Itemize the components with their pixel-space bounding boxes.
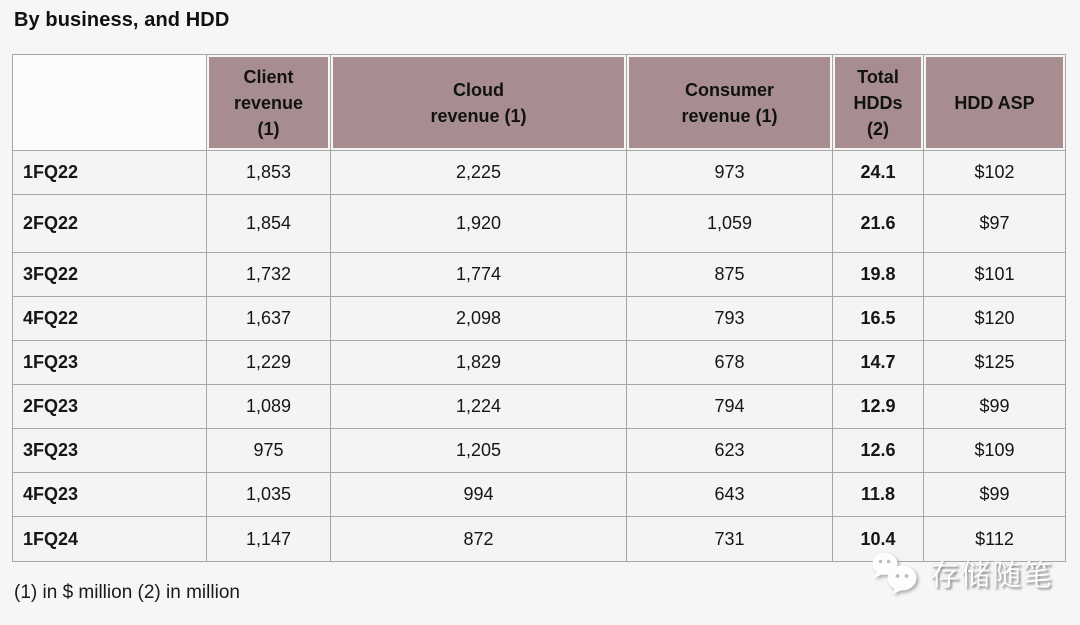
- cell-consumer-revenue: 794: [627, 385, 833, 429]
- table-row: 1FQ22 1,853 2,225 973 24.1 $102: [13, 151, 1065, 195]
- cell-cloud-revenue: 1,920: [331, 195, 627, 253]
- cell-hdd-asp: $102: [924, 151, 1065, 195]
- cell-quarter: 2FQ22: [13, 195, 207, 253]
- cell-cloud-revenue: 2,098: [331, 297, 627, 341]
- cell-cloud-revenue: 872: [331, 517, 627, 561]
- cell-cloud-revenue: 994: [331, 473, 627, 517]
- cell-total-hdds: 21.6: [833, 195, 924, 253]
- table-row: 1FQ23 1,229 1,829 678 14.7 $125: [13, 341, 1065, 385]
- table-row: 1FQ24 1,147 872 731 10.4 $112: [13, 517, 1065, 561]
- cell-quarter: 3FQ23: [13, 429, 207, 473]
- cell-hdd-asp: $120: [924, 297, 1065, 341]
- cell-hdd-asp: $97: [924, 195, 1065, 253]
- cell-total-hdds: 12.6: [833, 429, 924, 473]
- cell-consumer-revenue: 875: [627, 253, 833, 297]
- footnote: (1) in $ million (2) in million: [14, 582, 240, 603]
- cell-quarter: 1FQ24: [13, 517, 207, 561]
- col-header-client-revenue: Client revenue (1): [207, 55, 331, 151]
- cell-cloud-revenue: 2,225: [331, 151, 627, 195]
- cell-total-hdds: 11.8: [833, 473, 924, 517]
- table-row: 2FQ22 1,854 1,920 1,059 21.6 $97: [13, 195, 1065, 253]
- cell-client-revenue: 1,854: [207, 195, 331, 253]
- cell-total-hdds: 12.9: [833, 385, 924, 429]
- cell-quarter: 2FQ23: [13, 385, 207, 429]
- cell-client-revenue: 1,147: [207, 517, 331, 561]
- table-row: 3FQ23 975 1,205 623 12.6 $109: [13, 429, 1065, 473]
- cell-quarter: 3FQ22: [13, 253, 207, 297]
- business-hdd-table: Client revenue (1) Cloud revenue (1) Con…: [12, 54, 1066, 562]
- cell-consumer-revenue: 973: [627, 151, 833, 195]
- col-header-consumer-revenue: Consumer revenue (1): [627, 55, 833, 151]
- cell-cloud-revenue: 1,829: [331, 341, 627, 385]
- cell-quarter: 1FQ23: [13, 341, 207, 385]
- col-header-hdd-asp: HDD ASP: [924, 55, 1065, 151]
- cell-consumer-revenue: 643: [627, 473, 833, 517]
- cell-cloud-revenue: 1,205: [331, 429, 627, 473]
- cell-client-revenue: 1,229: [207, 341, 331, 385]
- cell-quarter: 1FQ22: [13, 151, 207, 195]
- cell-quarter: 4FQ23: [13, 473, 207, 517]
- cell-consumer-revenue: 731: [627, 517, 833, 561]
- corner-header-cell: [13, 55, 207, 151]
- cell-total-hdds: 14.7: [833, 341, 924, 385]
- cell-total-hdds: 24.1: [833, 151, 924, 195]
- cell-hdd-asp: $112: [975, 528, 1014, 549]
- cell-client-revenue: 1,853: [207, 151, 331, 195]
- cell-cloud-revenue: 1,224: [331, 385, 627, 429]
- col-header-total-hdds: Total HDDs (2): [833, 55, 924, 151]
- cell-client-revenue: 1,089: [207, 385, 331, 429]
- table-row: 4FQ23 1,035 994 643 11.8 $99: [13, 473, 1065, 517]
- table-row: 3FQ22 1,732 1,774 875 19.8 $101: [13, 253, 1065, 297]
- cell-client-revenue: 1,732: [207, 253, 331, 297]
- cell-client-revenue: 1,035: [207, 473, 331, 517]
- cell-client-revenue: 1,637: [207, 297, 331, 341]
- cell-total-hdds: 10.4: [833, 517, 924, 561]
- page-title: By business, and HDD: [14, 9, 230, 31]
- cell-hdd-asp: $99: [924, 385, 1065, 429]
- table-body: 1FQ22 1,853 2,225 973 24.1 $102 2FQ22 1,…: [13, 151, 1065, 561]
- cell-consumer-revenue: 1,059: [627, 195, 833, 253]
- header-row: Client revenue (1) Cloud revenue (1) Con…: [13, 55, 1065, 151]
- cell-total-hdds: 16.5: [833, 297, 924, 341]
- cell-consumer-revenue: 678: [627, 341, 833, 385]
- cell-hdd-asp: $101: [924, 253, 1065, 297]
- cell-hdd-asp: $109: [924, 429, 1065, 473]
- cell-consumer-revenue: 793: [627, 297, 833, 341]
- col-header-cloud-revenue: Cloud revenue (1): [331, 55, 627, 151]
- cell-hdd-asp: $125: [924, 341, 1065, 385]
- table-row: 2FQ23 1,089 1,224 794 12.9 $99: [13, 385, 1065, 429]
- cell-consumer-revenue: 623: [627, 429, 833, 473]
- cell-hdd-asp: $99: [924, 473, 1065, 517]
- cell-cloud-revenue: 1,774: [331, 253, 627, 297]
- cell-total-hdds: 19.8: [833, 253, 924, 297]
- table-row: 4FQ22 1,637 2,098 793 16.5 $120: [13, 297, 1065, 341]
- cell-client-revenue: 975: [207, 429, 331, 473]
- cell-quarter: 4FQ22: [13, 297, 207, 341]
